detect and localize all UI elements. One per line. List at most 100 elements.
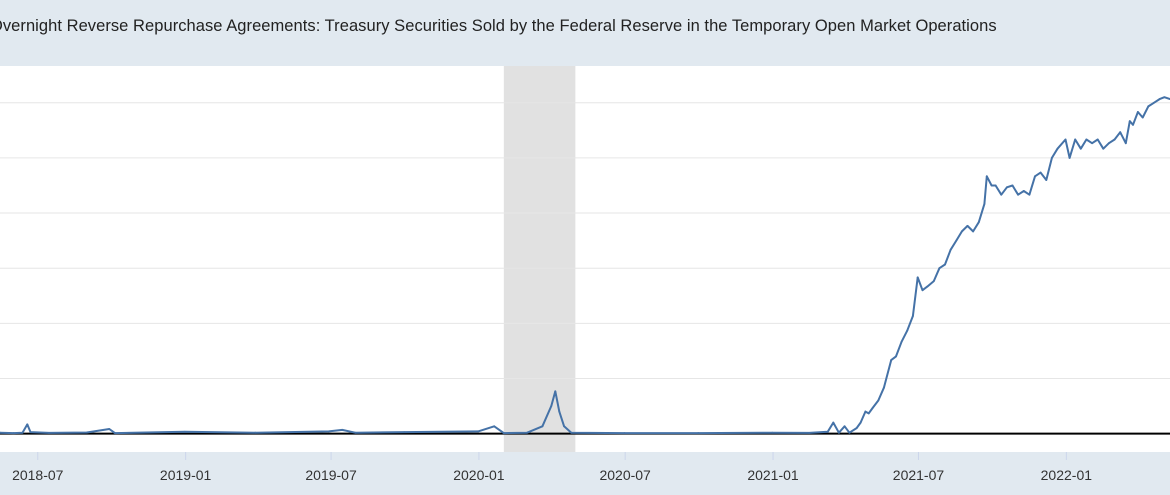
x-axis: 2018-07 2019-01 2019-07 2020-01 2020-07 2021-… xyxy=(12,452,1092,483)
data-point xyxy=(972,230,975,233)
data-point xyxy=(994,184,997,187)
x-tick-label: 2018-07 xyxy=(12,467,64,483)
data-point xyxy=(1074,138,1077,141)
data-point xyxy=(926,285,929,288)
data-point xyxy=(563,425,566,428)
data-point xyxy=(1005,186,1008,189)
data-point xyxy=(1124,142,1127,145)
data-point xyxy=(771,431,774,434)
data-point xyxy=(1011,184,1014,187)
data-point xyxy=(1128,120,1131,123)
series-line xyxy=(0,96,1170,435)
data-point xyxy=(403,431,406,434)
data-point xyxy=(570,431,573,434)
data-point xyxy=(848,431,851,434)
data-point xyxy=(911,315,914,317)
data-point xyxy=(949,248,952,251)
data-point xyxy=(877,399,880,402)
data-point xyxy=(1022,190,1025,192)
data-point xyxy=(1136,111,1139,113)
recession-shading-layer xyxy=(503,66,576,452)
data-point xyxy=(1050,157,1053,159)
data-point xyxy=(114,432,116,434)
data-point xyxy=(871,406,874,409)
data-point xyxy=(21,431,24,434)
data-point xyxy=(808,431,811,434)
data-point xyxy=(254,431,257,434)
data-point xyxy=(327,430,330,433)
chart-title: Overnight Reverse Repurchase Agreements:… xyxy=(0,17,997,35)
data-point xyxy=(938,267,941,270)
data-point xyxy=(1068,157,1071,159)
data-point xyxy=(48,431,50,434)
data-point xyxy=(1085,138,1088,141)
plot-area xyxy=(0,66,1170,452)
data-point xyxy=(554,390,557,393)
data-point xyxy=(108,428,111,430)
data-point xyxy=(859,421,862,424)
data-point xyxy=(1147,105,1150,108)
data-point xyxy=(1119,131,1122,134)
data-point xyxy=(623,432,626,434)
data-point xyxy=(1039,171,1042,174)
data-point xyxy=(526,431,529,434)
data-point xyxy=(900,340,903,343)
data-point xyxy=(1079,147,1082,150)
data-point xyxy=(1096,138,1099,141)
data-point xyxy=(867,412,870,415)
data-point xyxy=(493,425,496,428)
data-point xyxy=(1045,179,1048,181)
data-point xyxy=(977,221,980,224)
data-point xyxy=(0,431,1,434)
x-tick-label: 2022-01 xyxy=(1041,467,1093,483)
data-point xyxy=(1141,116,1144,119)
data-point xyxy=(29,431,32,434)
data-point xyxy=(1102,147,1105,150)
data-point xyxy=(855,427,858,430)
data-point xyxy=(502,432,505,434)
data-point xyxy=(955,239,958,242)
data-point xyxy=(890,359,893,361)
data-point xyxy=(916,276,919,279)
data-point xyxy=(1113,138,1116,141)
data-point xyxy=(864,410,867,413)
data-point xyxy=(1017,193,1020,196)
gridlines-layer xyxy=(0,102,1170,435)
data-point xyxy=(843,425,846,428)
chart-header: Overnight Reverse Repurchase Agreements:… xyxy=(0,0,1170,66)
data-point xyxy=(826,430,829,433)
data-point xyxy=(966,225,969,227)
data-point xyxy=(1091,142,1093,145)
data-point xyxy=(341,429,344,431)
recession-band xyxy=(503,66,576,452)
x-tick-label: 2020-07 xyxy=(599,467,651,483)
data-point xyxy=(541,425,544,428)
data-point xyxy=(1158,98,1161,100)
data-point xyxy=(1056,147,1059,150)
x-tick-label: 2019-07 xyxy=(305,467,357,483)
data-point xyxy=(838,431,840,434)
data-point xyxy=(1153,101,1155,104)
data-point xyxy=(354,431,357,434)
data-point xyxy=(1163,96,1166,99)
data-point xyxy=(990,184,993,187)
data-point xyxy=(983,202,986,205)
data-point xyxy=(12,432,15,434)
data-point xyxy=(85,431,88,434)
data-point xyxy=(906,329,909,332)
x-tick-label: 2020-01 xyxy=(453,467,505,483)
data-point xyxy=(477,430,480,433)
data-point xyxy=(26,423,29,426)
data-point xyxy=(1028,193,1031,196)
data-point xyxy=(895,355,897,358)
series-layer xyxy=(0,96,1170,435)
data-point xyxy=(183,430,186,433)
data-point xyxy=(1064,138,1067,141)
data-point xyxy=(985,175,988,178)
data-point xyxy=(832,421,835,424)
data-point xyxy=(1132,123,1134,126)
data-point xyxy=(960,230,963,233)
data-point xyxy=(558,410,561,413)
x-tick-label: 2021-07 xyxy=(893,467,945,483)
